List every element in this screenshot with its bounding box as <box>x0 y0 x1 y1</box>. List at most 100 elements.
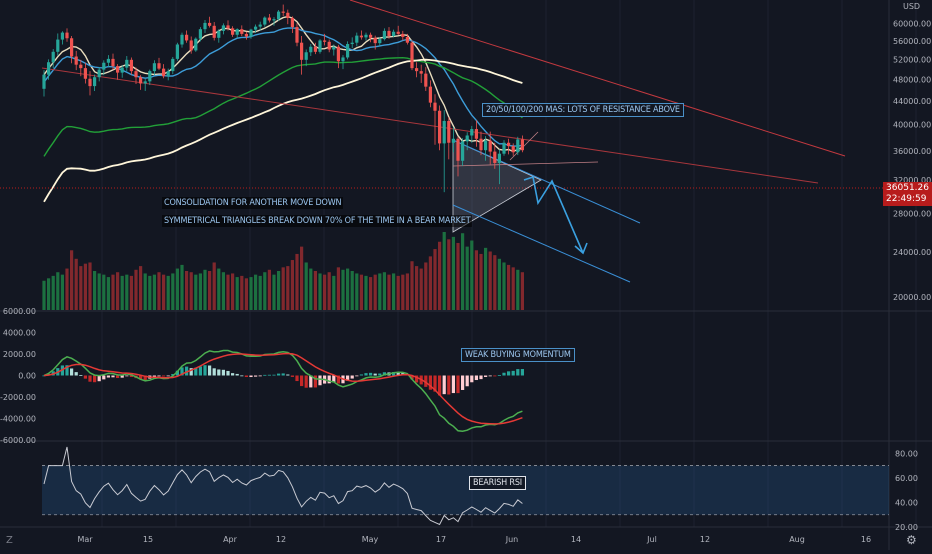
candle-body <box>79 64 83 69</box>
macd-histogram-bar <box>139 375 143 380</box>
price-tick-label: 52000.00 <box>893 55 931 64</box>
volume-bar <box>488 251 492 310</box>
candle-body <box>180 34 184 45</box>
candle-body <box>373 37 377 44</box>
volume-bar <box>364 275 368 310</box>
candle-body <box>290 17 294 28</box>
candle-body <box>226 25 230 29</box>
macd-histogram-bar <box>438 375 442 396</box>
macd-histogram-bar <box>332 375 336 383</box>
macd-histogram-bar <box>410 375 414 380</box>
price-tick-label: 40000.00 <box>893 121 931 130</box>
volume-bar <box>304 262 308 310</box>
tradingview-logo[interactable]: Z <box>6 535 13 546</box>
volume-bar <box>369 277 373 310</box>
candle-body <box>438 110 442 144</box>
macd-histogram-bar <box>424 375 428 387</box>
price-tick-label: 48000.00 <box>893 75 931 84</box>
macd-histogram-bar <box>493 375 497 377</box>
macd-histogram-bar <box>111 375 115 378</box>
macd-histogram-bar <box>254 375 258 377</box>
macd-tick-label: 0.00 <box>18 372 36 381</box>
candle-body <box>129 59 133 72</box>
candle-body <box>433 102 437 111</box>
candle-body <box>166 71 170 77</box>
volume-bar <box>318 273 322 310</box>
candle-body <box>502 142 506 154</box>
price-tick-label: 32000.00 <box>893 176 931 185</box>
candle-body <box>42 74 46 89</box>
moving-average-lines <box>43 15 523 203</box>
macd-histogram-bar <box>226 370 230 376</box>
candle-body <box>106 58 110 63</box>
volume-bar <box>171 273 175 310</box>
candle-body <box>465 135 469 142</box>
macd-histogram-bar <box>373 373 377 376</box>
volume-bar <box>392 273 396 310</box>
macd-histogram-bar <box>93 375 97 383</box>
gear-icon[interactable]: ⚙ <box>906 533 917 547</box>
falling-support-line <box>41 67 819 184</box>
volume-bar <box>355 273 359 310</box>
time-tick-label: 15 <box>143 535 153 544</box>
volume-bar <box>507 264 511 310</box>
macd-histogram-bar <box>277 373 281 376</box>
volume-bar <box>378 273 382 310</box>
time-tick-label: 16 <box>861 535 871 544</box>
macd-histogram-bar <box>189 368 193 376</box>
macd-histogram-bar <box>369 372 373 376</box>
ma-line-20 <box>43 15 523 153</box>
macd-histogram-bar <box>162 375 166 377</box>
triangle-breakdown-note: SYMMETRICAL TRIANGLES BREAK DOWN 70% OF … <box>162 215 473 227</box>
candle-body <box>327 41 331 50</box>
volume-bar <box>511 267 515 310</box>
candle-body <box>134 71 138 78</box>
rsi-line <box>43 446 523 526</box>
candle-body <box>111 58 115 67</box>
macd-histogram-bar <box>83 375 87 379</box>
candle-body <box>401 33 405 37</box>
volume-bar <box>120 275 124 310</box>
macd-histogram-bar <box>433 375 437 392</box>
macd-histogram-bar <box>267 374 271 376</box>
candle-body <box>359 35 363 38</box>
volume-bar <box>290 260 294 310</box>
volume-bar <box>447 239 451 310</box>
volume-bar <box>102 274 106 310</box>
macd-histogram-bar <box>79 375 83 376</box>
candle-body <box>198 29 202 39</box>
candle-body <box>194 38 198 51</box>
macd-histogram-bar <box>286 374 290 376</box>
macd-histogram-bar <box>479 375 483 380</box>
candle-body <box>65 32 69 39</box>
macd-panel <box>42 349 524 432</box>
macd-histogram-bar <box>516 369 520 376</box>
volume-bar <box>336 267 340 310</box>
rsi-tick-label: 60.00 <box>895 474 918 483</box>
macd-tick-label: -6000.00 <box>0 436 36 445</box>
rsi-band-fill <box>42 465 889 515</box>
candle-body <box>323 40 327 42</box>
macd-tick-label: 6000.00 <box>3 307 36 316</box>
volume-bar <box>295 253 299 310</box>
volume-bar <box>286 266 290 310</box>
candle-body <box>221 25 225 31</box>
candle-body <box>231 28 235 35</box>
volume-bar <box>332 275 336 310</box>
macd-histogram-bar <box>231 373 235 376</box>
macd-histogram-bar <box>157 375 161 377</box>
macd-histogram-bar <box>175 370 179 376</box>
candle-body <box>116 66 120 73</box>
candle-body <box>318 40 322 52</box>
macd-histogram-bar <box>97 375 101 382</box>
volume-bar <box>461 233 465 310</box>
candle-body <box>341 57 345 62</box>
volume-bar <box>497 258 501 310</box>
volume-bar <box>70 250 74 310</box>
candle-body <box>428 86 432 103</box>
volume-bar <box>148 275 152 310</box>
volume-bar <box>203 269 207 310</box>
volume-bar <box>106 277 110 310</box>
rsi-note: BEARISH RSI <box>469 476 526 490</box>
